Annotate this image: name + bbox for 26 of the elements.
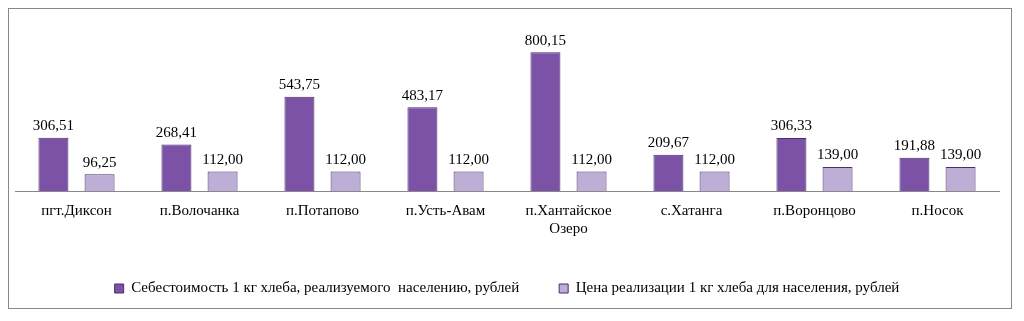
x-tick-label: п.Носок <box>911 201 965 218</box>
data-label: 112,00 <box>448 151 489 168</box>
data-label: 800,15 <box>524 31 567 48</box>
x-tick-label: п.Потапово <box>285 201 360 218</box>
legend-label: Цена реализации 1 кг хлеба для населения, рублей <box>575 279 900 296</box>
x-tick-label: пгт.Диксон <box>41 201 112 218</box>
data-label: 112,00 <box>694 151 735 168</box>
data-label: 543,75 <box>278 76 321 93</box>
x-tick-label: п.Хантайское Озеро <box>525 201 612 236</box>
data-label: 483,17 <box>401 86 444 103</box>
data-label: 306,33 <box>770 117 813 134</box>
data-label: 139,00 <box>816 146 859 163</box>
x-tick-label: п.Усть-Авам <box>405 201 486 218</box>
x-tick-label: п.Воронцово <box>773 201 856 218</box>
x-tick-label: с.Хатанга <box>660 201 723 218</box>
data-label: 191,88 <box>893 137 936 154</box>
data-label: 209,67 <box>647 134 690 151</box>
data-label: 268,41 <box>155 123 198 140</box>
data-label: 112,00 <box>325 151 366 168</box>
data-label: 306,51 <box>32 117 75 134</box>
data-label: 112,00 <box>202 151 243 168</box>
legend-label: Себестоимость 1 кг хлеба, реализуемого населению, рублей <box>131 279 520 296</box>
data-label: 139,00 <box>939 146 982 163</box>
data-label: 112,00 <box>571 151 612 168</box>
data-label: 96,25 <box>82 153 117 170</box>
x-tick-label: п.Волочанка <box>159 201 240 218</box>
